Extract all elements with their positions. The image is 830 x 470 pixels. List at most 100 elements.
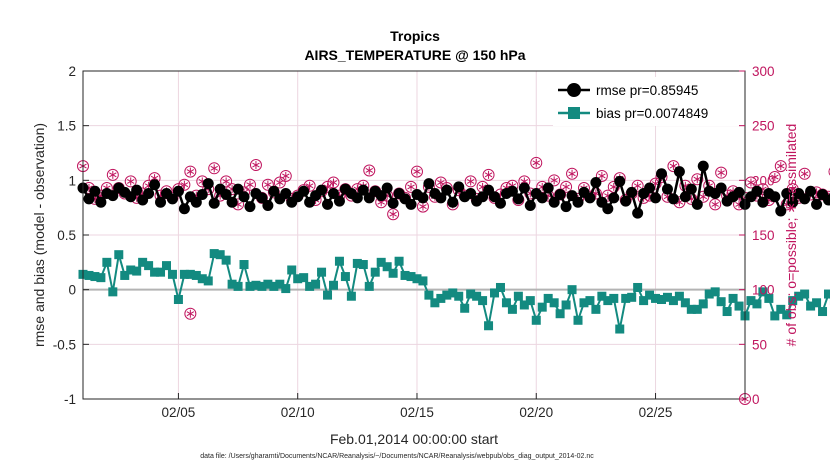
bias-point [549, 298, 559, 308]
obs-marker [566, 167, 579, 180]
bias-point [621, 293, 631, 303]
rmse-point [715, 182, 727, 194]
rmse-point [494, 197, 506, 209]
bias-point [651, 293, 661, 303]
bias-point [561, 300, 571, 310]
rmse-point [602, 203, 614, 215]
bias-point [770, 311, 780, 321]
bias-point [639, 296, 649, 306]
rmse-point [143, 187, 155, 199]
obs-marker [548, 174, 561, 187]
x-tick-label: 02/05 [162, 405, 196, 420]
obs-marker [464, 175, 477, 188]
rmse-point [560, 201, 572, 213]
bias-point [406, 272, 416, 282]
rmse-point [131, 184, 143, 196]
bias-point [144, 261, 154, 271]
bias-point [519, 300, 529, 310]
obs-marker [405, 180, 418, 193]
rmse-point [805, 185, 817, 197]
x-tick-label: 02/10 [281, 405, 315, 420]
rmse-point [608, 192, 620, 204]
bias-point [281, 284, 291, 294]
bias-point [221, 255, 231, 265]
rmse-point [166, 193, 178, 205]
rmse-point [149, 179, 161, 191]
bias-point [275, 279, 285, 289]
bias-point [138, 257, 148, 267]
rmse-point [220, 189, 232, 201]
rmse-point [280, 187, 292, 199]
rmse-point [757, 196, 769, 208]
bias-point [758, 287, 768, 297]
obs-marker [798, 167, 811, 180]
rmse-point [244, 201, 256, 213]
left-y-ticks: -1 -0.5 0 0.5 1 1.5 2 [53, 64, 89, 407]
rmse-point [405, 198, 417, 210]
bias-point [161, 261, 171, 271]
bias-point [388, 268, 398, 278]
obs-marker [184, 165, 197, 178]
bias-point [543, 293, 553, 303]
rmse-point [256, 192, 268, 204]
bias-point [120, 270, 130, 280]
rmse-point [417, 192, 429, 204]
rmse-point [83, 193, 95, 205]
bias-point [436, 293, 446, 303]
bias-point [150, 267, 160, 277]
rmse-point [751, 185, 763, 197]
rmse-point [781, 187, 793, 199]
obs-marker [261, 178, 274, 191]
rmse-point [441, 184, 453, 196]
obs-marker [774, 160, 787, 173]
bias-point [591, 304, 601, 314]
rmse-point [107, 190, 119, 202]
rmse-point [632, 207, 644, 219]
legend-box [553, 77, 739, 126]
bias-point [674, 291, 684, 301]
rmse-point [685, 183, 697, 195]
bias-point [484, 321, 494, 331]
rmse-point [769, 191, 781, 203]
rmse-point [691, 198, 703, 210]
chart-subtitle: AIRS_TEMPERATURE @ 150 hPa [304, 47, 525, 63]
bias-point [507, 304, 517, 314]
rmse-point [679, 191, 691, 203]
rmse-point [465, 187, 477, 199]
y2-tick-label: 300 [752, 64, 775, 79]
bias-point [293, 274, 303, 284]
y-tick-label: 0 [68, 283, 76, 298]
bias-point [156, 267, 166, 277]
bias-point [585, 296, 595, 306]
bias-point [132, 266, 142, 276]
rmse-point [268, 185, 280, 197]
x-tick-label: 02/20 [519, 405, 553, 420]
rmse-point [644, 182, 656, 194]
bias-point [96, 273, 106, 283]
y-axis-label: rmse and bias (model - observation) [31, 123, 47, 347]
obs-marker [530, 156, 543, 169]
rmse-point [656, 168, 668, 180]
bias-point [179, 269, 189, 279]
bias-point [454, 291, 464, 301]
bias-point [358, 260, 368, 270]
bias-point [114, 250, 124, 260]
y-tick-label: 1 [68, 173, 76, 188]
y-tick-label: 1.5 [57, 119, 76, 134]
bias-point [704, 289, 714, 299]
bias-point [472, 291, 482, 301]
bias-point [764, 293, 774, 303]
bias-point [239, 260, 249, 270]
obs-marker [363, 164, 376, 177]
bias-point [346, 291, 356, 301]
obs-marker [184, 307, 197, 320]
rmse-point [232, 183, 244, 195]
bias-point [609, 293, 619, 303]
bias-point [823, 289, 830, 299]
bias-point [627, 292, 637, 302]
bias-point [334, 256, 344, 266]
rmse-point [327, 187, 339, 199]
bias-point [668, 296, 678, 306]
obs-marker [178, 178, 191, 191]
bias-point [531, 315, 541, 325]
